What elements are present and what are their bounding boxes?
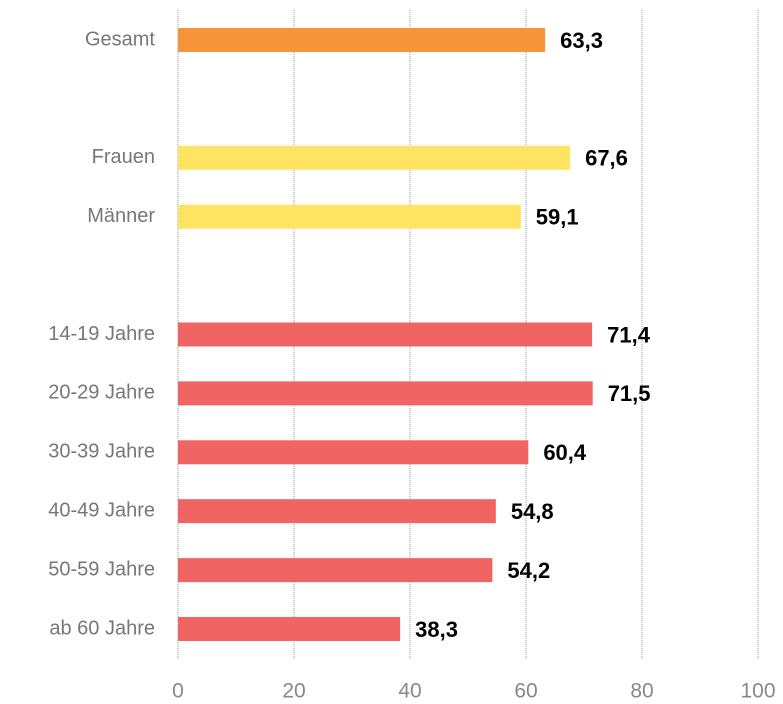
value-label: 71,5 bbox=[608, 381, 651, 406]
x-tick-label: 20 bbox=[282, 680, 305, 703]
value-label: 63,3 bbox=[560, 28, 603, 53]
x-tick-label: 60 bbox=[514, 680, 537, 703]
value-label: 54,8 bbox=[511, 499, 554, 524]
bar bbox=[178, 558, 493, 583]
x-tick-label: 0 bbox=[172, 680, 184, 703]
x-tick-label: 40 bbox=[398, 680, 421, 703]
y-tick-label: Männer bbox=[87, 205, 155, 227]
bar bbox=[178, 381, 593, 406]
value-label: 54,2 bbox=[507, 558, 550, 583]
y-tick-label: 40-49 Jahre bbox=[48, 499, 155, 521]
y-tick-label: 14-19 Jahre bbox=[48, 323, 155, 345]
value-label: 59,1 bbox=[536, 205, 579, 230]
value-label: 38,3 bbox=[415, 617, 458, 642]
bar bbox=[178, 204, 521, 229]
x-tick-label: 100 bbox=[740, 680, 775, 703]
bar bbox=[178, 28, 546, 52]
y-tick-label: 20-29 Jahre bbox=[48, 382, 155, 404]
value-label: 71,4 bbox=[607, 322, 651, 347]
bar bbox=[178, 499, 496, 524]
y-tick-label: ab 60 Jahre bbox=[49, 617, 155, 639]
y-tick-label: Frauen bbox=[92, 146, 155, 168]
bar bbox=[178, 145, 571, 170]
bar bbox=[178, 440, 529, 465]
bar bbox=[178, 617, 401, 641]
y-tick-label: 50-59 Jahre bbox=[48, 558, 155, 580]
value-label: 60,4 bbox=[543, 440, 587, 465]
x-tick-label: 80 bbox=[630, 680, 653, 703]
y-tick-label: 30-39 Jahre bbox=[48, 441, 155, 463]
y-tick-label: Gesamt bbox=[85, 28, 155, 50]
bar bbox=[178, 322, 593, 347]
value-label: 67,6 bbox=[585, 146, 628, 171]
